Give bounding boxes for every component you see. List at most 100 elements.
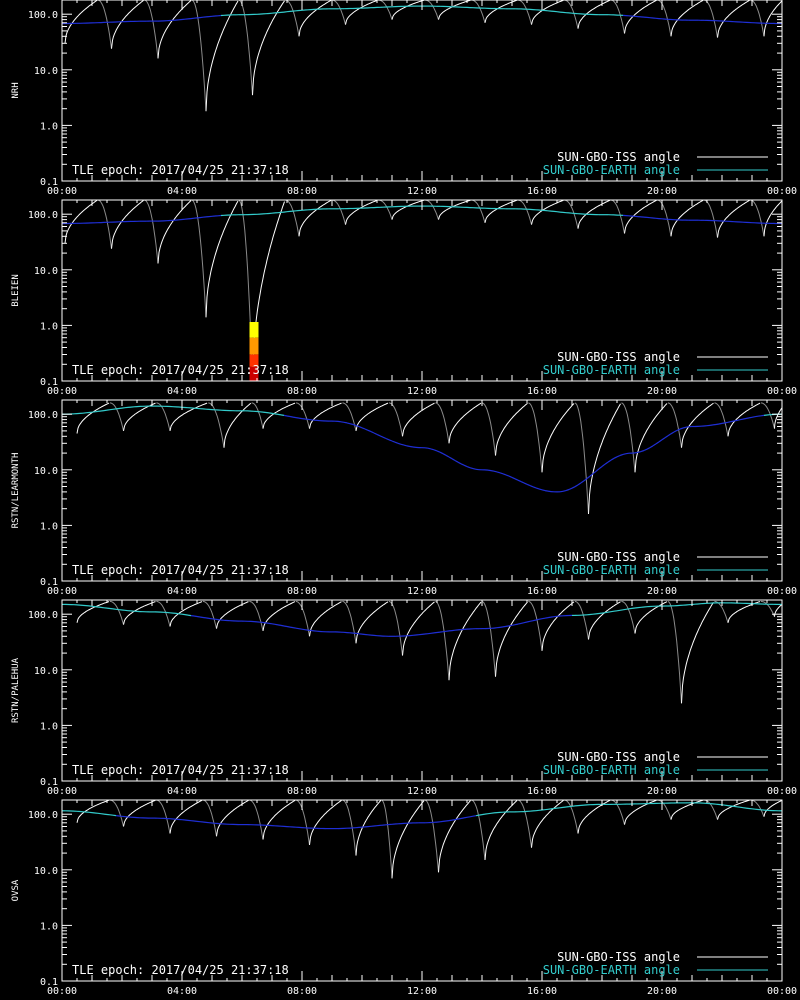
earth-angle-segment: [340, 421, 345, 423]
earth-angle-segment: [286, 625, 291, 628]
iss-angle-arc-faded: [251, 402, 264, 429]
earth-angle-segment: [406, 445, 411, 448]
iss-angle-arc: [670, 199, 704, 237]
iss-angle-arc-faded: [191, 199, 207, 318]
event-marker-band: [249, 354, 259, 367]
x-tick-label: 00:00: [767, 986, 797, 997]
x-tick-label: 12:00: [407, 586, 437, 597]
y-axis-label: RSTN/LEARMONTH: [11, 453, 21, 529]
x-tick-label: 08:00: [287, 586, 317, 597]
earth-angle-segment: [508, 624, 513, 627]
earth-angle-segment: [610, 610, 615, 613]
iss-angle-arc: [262, 799, 296, 840]
iss-angle-arc: [717, 0, 750, 38]
legend-label-iss: SUN-GBO-ISS angle: [557, 950, 680, 964]
earth-angle-segment: [391, 440, 396, 443]
x-tick-label: 12:00: [407, 786, 437, 797]
earth-angle-segment: [727, 421, 732, 423]
tle-epoch-annotation: TLE epoch: 2017/04/25 21:37:18: [72, 763, 289, 777]
legend-label-iss: SUN-GBO-ISS angle: [557, 350, 680, 364]
iss-angle-arc: [216, 799, 249, 837]
iss-angle-arc-faded: [202, 600, 217, 629]
earth-angle-segment: [544, 617, 549, 619]
iss-angle-arc-faded: [342, 799, 357, 856]
iss-angle-arc-faded: [667, 402, 682, 448]
iss-angle-arc: [298, 199, 332, 237]
iss-angle-arc: [438, 800, 471, 873]
earth-angle-segment: [283, 414, 288, 417]
iss-angle-arc: [402, 402, 435, 437]
iss-angle-arc-faded: [156, 600, 171, 627]
iss-angle-arc: [355, 800, 382, 856]
x-tick-label: 16:00: [527, 186, 557, 197]
iss-angle-arc: [252, 0, 285, 96]
iss-angle-arc-faded: [285, 0, 300, 37]
iss-angle-arc-faded: [657, 799, 672, 820]
iss-angle-arc-faded: [435, 402, 450, 444]
earth-angle-segment: [538, 618, 543, 620]
iss-angle-arc: [448, 402, 482, 444]
earth-angle-segment: [667, 433, 672, 437]
iss-angle-arc-faded: [424, 799, 439, 873]
x-tick-label: 00:00: [47, 986, 77, 997]
x-tick-label: 20:00: [647, 586, 677, 597]
legend-label-iss: SUN-GBO-ISS angle: [557, 550, 680, 564]
earth-angle-segment: [661, 437, 666, 441]
earth-angle-segment: [625, 452, 630, 455]
earth-angle-segment: [616, 454, 621, 458]
event-marker: [249, 322, 259, 381]
iss-angle-arc-faded: [249, 600, 264, 632]
earth-angle-segment: [466, 466, 471, 469]
y-axis-label: OVSA: [11, 879, 21, 901]
iss-angle-arc: [76, 799, 110, 823]
x-tick-label: 04:00: [167, 586, 197, 597]
earth-angle-segment: [541, 489, 546, 492]
x-tick-label: 00:00: [767, 386, 797, 397]
x-tick-label: 20:00: [647, 386, 677, 397]
iss-angle-arc-faded: [517, 199, 532, 225]
series-sun-gbo-earth: [62, 802, 782, 830]
iss-angle-arc: [216, 601, 249, 629]
earth-angle-segment: [730, 420, 735, 423]
y-tick-label: 0.1: [40, 777, 58, 788]
iss-angle-arc: [670, 799, 704, 820]
x-axis: 00:00 04:00 08:00 12:00 16:00 20:00 00:00: [47, 0, 797, 197]
earth-angle-segment: [748, 416, 753, 419]
iss-angle-arc: [169, 799, 203, 834]
iss-angle-arc-faded: [381, 799, 393, 879]
earth-angle-segment: [682, 426, 687, 429]
y-tick-label: 0.1: [40, 977, 58, 988]
y-axis: 0.1 1.0 10.0 100.0 NRH: [11, 10, 782, 188]
chart-panel: 0.1 1.0 10.0 100.0 OVSA 00:00 04:00 08:00 12:00 1…: [11, 799, 797, 997]
y-tick-label: 100.0: [28, 210, 58, 221]
iss-angle-arc-faded: [471, 799, 486, 861]
earth-angle-segment: [655, 441, 660, 445]
earth-angle-segment: [388, 439, 393, 442]
iss-angle-arc: [345, 0, 378, 25]
iss-angle-arc-faded: [109, 600, 124, 625]
x-tick-label: 12:00: [407, 986, 437, 997]
earth-angle-segment: [370, 431, 375, 434]
iss-angle-arc: [169, 402, 208, 432]
earth-angle-segment: [517, 479, 522, 483]
legend-label-earth: SUN-GBO-EARTH angle: [543, 163, 680, 177]
legend-label-iss: SUN-GBO-ISS angle: [557, 750, 680, 764]
earth-angle-segment: [643, 448, 648, 452]
earth-angle-segment: [724, 421, 729, 424]
x-tick-label: 16:00: [527, 986, 557, 997]
earth-angle-segment: [598, 466, 603, 470]
earth-angle-segment: [373, 432, 378, 435]
earth-angle-segment: [361, 427, 366, 430]
earth-angle-segment: [610, 457, 615, 461]
iss-angle-arc: [262, 402, 296, 429]
iss-angle-arc-faded: [517, 0, 532, 25]
iss-angle-arc: [624, 199, 657, 234]
x-tick-label: 08:00: [287, 186, 317, 197]
earth-angle-segment: [586, 475, 591, 479]
y-tick-label: 10.0: [34, 866, 58, 877]
earth-angle-segment: [718, 422, 723, 425]
